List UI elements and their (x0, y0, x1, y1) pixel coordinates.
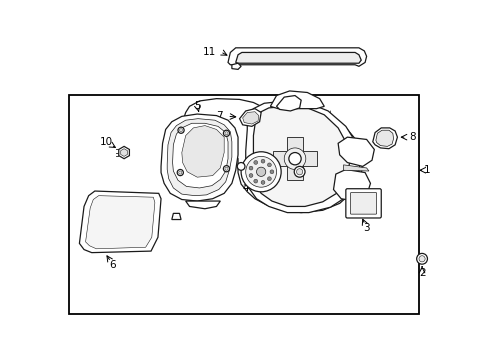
Polygon shape (276, 95, 301, 111)
Circle shape (237, 163, 245, 170)
Text: 4: 4 (243, 183, 249, 193)
Circle shape (284, 148, 306, 170)
Circle shape (249, 166, 253, 170)
Polygon shape (376, 130, 393, 147)
Polygon shape (172, 123, 228, 188)
Polygon shape (228, 48, 367, 66)
Polygon shape (119, 147, 129, 159)
Circle shape (179, 129, 183, 132)
Circle shape (249, 174, 253, 177)
Circle shape (268, 163, 271, 167)
Polygon shape (287, 137, 303, 180)
Circle shape (246, 156, 276, 187)
Circle shape (178, 127, 184, 133)
Polygon shape (172, 213, 181, 220)
Circle shape (261, 180, 265, 184)
Text: 2: 2 (419, 268, 425, 278)
Circle shape (223, 166, 230, 172)
Text: 10: 10 (100, 137, 113, 147)
Polygon shape (373, 128, 397, 149)
Polygon shape (121, 149, 127, 156)
Text: 5: 5 (194, 101, 200, 111)
Circle shape (179, 171, 182, 174)
Circle shape (225, 167, 228, 170)
Circle shape (223, 130, 230, 136)
Circle shape (296, 169, 303, 175)
Circle shape (419, 256, 425, 262)
Text: 8: 8 (409, 132, 416, 142)
Text: 7: 7 (216, 111, 222, 121)
Polygon shape (79, 191, 161, 253)
Circle shape (289, 153, 301, 165)
Polygon shape (338, 137, 374, 166)
Polygon shape (240, 109, 261, 126)
FancyBboxPatch shape (346, 189, 381, 218)
Circle shape (270, 170, 274, 174)
Polygon shape (334, 170, 370, 201)
Circle shape (225, 132, 228, 135)
Circle shape (416, 253, 427, 264)
Text: 11: 11 (203, 47, 217, 57)
Text: 6: 6 (109, 260, 116, 270)
Polygon shape (232, 63, 241, 69)
Circle shape (241, 152, 281, 192)
Circle shape (254, 179, 258, 183)
Polygon shape (245, 101, 361, 213)
Circle shape (268, 177, 271, 181)
Circle shape (177, 170, 183, 176)
Polygon shape (182, 99, 363, 213)
Polygon shape (182, 126, 224, 177)
FancyBboxPatch shape (350, 193, 377, 214)
Polygon shape (273, 151, 317, 166)
Circle shape (254, 161, 258, 165)
Polygon shape (86, 195, 155, 249)
Circle shape (294, 166, 305, 177)
Polygon shape (161, 114, 238, 201)
Polygon shape (253, 106, 350, 206)
Circle shape (261, 159, 265, 163)
Circle shape (257, 167, 266, 176)
Polygon shape (236, 53, 361, 63)
Polygon shape (243, 112, 259, 124)
Polygon shape (186, 201, 220, 209)
Text: 9: 9 (304, 183, 311, 193)
Polygon shape (270, 91, 324, 109)
Text: 1: 1 (423, 165, 430, 175)
Bar (69, 95, 419, 314)
Polygon shape (167, 119, 232, 195)
Polygon shape (343, 165, 369, 171)
Text: 3: 3 (363, 223, 370, 233)
